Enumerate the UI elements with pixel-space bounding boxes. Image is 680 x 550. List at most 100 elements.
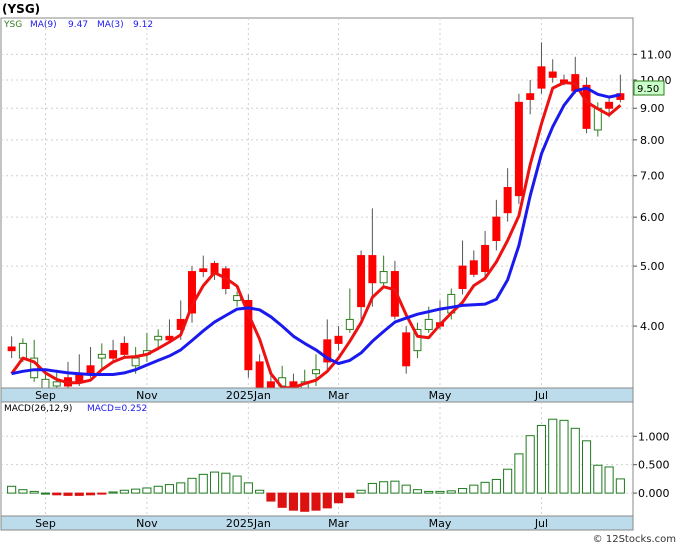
- macd-bar: [390, 480, 400, 494]
- macd-bar: [581, 440, 592, 494]
- macd-bar: [97, 492, 107, 495]
- ma3-line: [10, 81, 622, 390]
- candle-down: [334, 335, 343, 344]
- macd-bar: [615, 478, 625, 494]
- legend-ma9-label: MA(9): [30, 20, 57, 30]
- macd-bar: [401, 484, 411, 494]
- macd-bar: [525, 435, 535, 494]
- macd-bar: [446, 490, 456, 494]
- macd-bar: [311, 492, 321, 511]
- price-tick-label: 5.00: [640, 260, 665, 273]
- candle-down: [7, 346, 16, 352]
- macd-histogram: [7, 418, 625, 512]
- candle-down: [357, 255, 366, 308]
- candle-down: [469, 260, 478, 275]
- macd-bar: [63, 492, 73, 496]
- candle-down: [402, 332, 411, 367]
- price-x-axis: Sep Nov 2025Jan Mar May Jul: [35, 389, 548, 402]
- macd-bar: [108, 491, 118, 494]
- candle-down: [537, 66, 546, 89]
- macd-x-label: 2025Jan: [226, 517, 271, 530]
- macd-bar: [503, 468, 513, 494]
- price-x-label: Nov: [136, 389, 158, 402]
- macd-bar: [333, 492, 344, 504]
- macd-bar: [255, 489, 265, 494]
- macd-bar: [187, 477, 197, 494]
- macd-bar: [457, 488, 468, 494]
- price-x-label: Mar: [328, 389, 349, 402]
- legend-ma9-value: 9.47: [68, 20, 88, 30]
- macd-tick-label: 0.000: [638, 487, 670, 500]
- candle-down: [244, 299, 253, 371]
- macd-bar: [367, 482, 377, 494]
- macd-bar: [131, 488, 141, 494]
- macd-x-label: Sep: [35, 517, 56, 530]
- price-x-label: Jul: [534, 389, 548, 402]
- macd-bar: [593, 464, 603, 494]
- price-x-label: Sep: [35, 389, 56, 402]
- macd-bar: [424, 490, 434, 494]
- candle-down: [368, 255, 377, 284]
- macd-bar: [164, 484, 175, 494]
- macd-bar: [40, 492, 51, 495]
- candle-down: [120, 342, 129, 355]
- candle-down: [492, 216, 501, 242]
- macd-bar: [142, 487, 152, 494]
- candle-down: [605, 101, 614, 109]
- price-tick-label: 4.00: [640, 320, 665, 333]
- macd-bar: [356, 489, 366, 494]
- candle-down: [109, 350, 118, 359]
- candle-down: [323, 339, 332, 363]
- macd-bar: [480, 481, 490, 494]
- price-x-label: May: [429, 389, 452, 402]
- macd-bar: [469, 484, 479, 494]
- macd-bar: [548, 418, 558, 494]
- macd-bar: [491, 478, 501, 494]
- ma9-line: [11, 86, 621, 376]
- candle-up: [424, 318, 433, 330]
- macd-bar: [74, 492, 84, 496]
- macd-bar: [29, 490, 39, 494]
- macd-y-axis: 1.000 0.500 0.000: [633, 430, 670, 500]
- macd-x-label: May: [429, 517, 452, 530]
- candle-down: [481, 244, 490, 273]
- candle-up: [413, 328, 422, 352]
- macd-bar: [119, 489, 129, 494]
- macd-bar: [85, 492, 96, 496]
- footer-credit: © 12Stocks.com: [593, 534, 676, 545]
- macd-bar: [300, 492, 310, 512]
- macd-bar: [198, 473, 208, 494]
- macd-bar: [322, 492, 332, 509]
- candle-down: [526, 93, 535, 100]
- macd-bar: [345, 492, 355, 499]
- chart-title: (YSG): [2, 2, 40, 16]
- macd-tick-label: 0.500: [638, 459, 670, 472]
- candle-up: [345, 318, 354, 330]
- candle-up: [30, 357, 39, 379]
- macd-bar: [7, 485, 17, 494]
- macd-bar: [412, 489, 423, 494]
- legend-ma3-value: 9.12: [133, 20, 153, 30]
- candle-down: [199, 268, 208, 273]
- candle-up: [312, 369, 320, 375]
- candle-down: [503, 187, 512, 214]
- macd-value: MACD=0.252: [87, 404, 147, 414]
- macd-bar: [209, 471, 220, 494]
- macd-x-axis: Sep Nov 2025Jan Mar May Jul: [35, 517, 548, 530]
- candle-up: [131, 357, 140, 367]
- macd-bar: [288, 492, 299, 511]
- price-grid: [1, 18, 633, 388]
- macd-bar: [153, 485, 163, 494]
- macd-bar: [18, 489, 28, 494]
- candle-up: [233, 295, 242, 301]
- macd-x-label: Nov: [136, 517, 158, 530]
- price-tick-label: 6.00: [640, 211, 665, 224]
- macd-bar: [570, 427, 580, 494]
- macd-bar: [559, 419, 569, 494]
- macd-x-label: Jul: [534, 517, 548, 530]
- macd-bar: [52, 492, 62, 496]
- candle-down: [514, 101, 523, 197]
- macd-label: MACD(26,12,9): [4, 404, 72, 414]
